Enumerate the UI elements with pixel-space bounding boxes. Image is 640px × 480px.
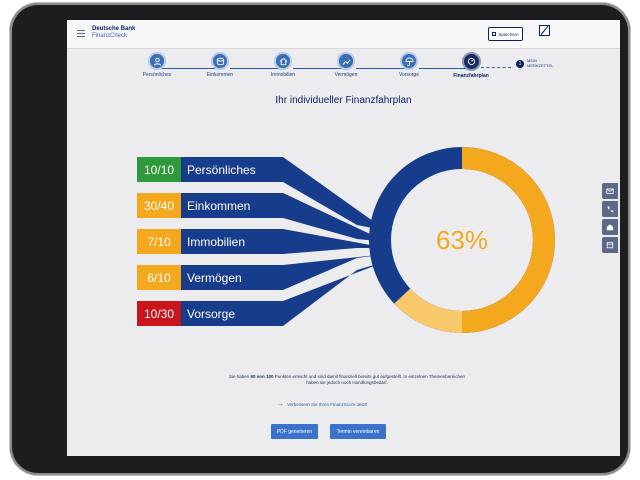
score-label: Einkommen xyxy=(181,193,283,218)
calendar-icon xyxy=(606,242,614,249)
progress-steps: Persönliches Einkommen Immobilien Vermög… xyxy=(67,48,620,98)
step-connector xyxy=(230,68,283,69)
brand-product: FinanzCheck xyxy=(92,33,128,39)
top-bar: Deutsche Bank FinanzCheck Speichern xyxy=(67,20,620,49)
app-screen: Deutsche Bank FinanzCheck Speichern Pers… xyxy=(67,20,620,456)
summary-text: Sie haben 60 von 100 Punkten erreicht un… xyxy=(227,374,467,386)
donut-score-segment xyxy=(461,147,555,333)
phone-button[interactable] xyxy=(602,201,618,217)
home-button[interactable] xyxy=(602,219,618,235)
step-label: Immobilien xyxy=(270,72,296,78)
donut-light-segment xyxy=(394,288,463,333)
score-value: 10/30 xyxy=(137,301,181,326)
merkzettel-label: MEIN MERKZETTEL xyxy=(527,58,554,68)
summary-points: 60 von 100 xyxy=(250,374,274,379)
save-icon xyxy=(492,32,497,36)
calendar-button[interactable] xyxy=(602,237,618,253)
score-label: Persönliches xyxy=(181,157,283,182)
ribbon-einkommen xyxy=(283,193,387,242)
score-value: 30/40 xyxy=(137,193,181,218)
arrow-right-icon: → xyxy=(277,401,284,408)
step-connector xyxy=(161,68,220,69)
step-label: Finanzfahrplan xyxy=(453,73,489,79)
coins-icon xyxy=(216,57,224,65)
mail-icon xyxy=(606,188,614,194)
step-persoenliches[interactable]: Persönliches xyxy=(127,52,187,78)
home-icon xyxy=(606,224,614,231)
step-connector xyxy=(356,68,409,69)
house-icon xyxy=(279,57,287,65)
page-title: Ihr individueller Finanzfahrplan xyxy=(275,95,412,106)
step-label: Einkommen xyxy=(206,72,234,78)
improve-link-label: Verbessern Sie Ihren FinanzScore Jetzt! xyxy=(287,402,368,407)
step-connector xyxy=(293,68,346,69)
score-row-einkommen: 30/40 Einkommen xyxy=(137,193,283,218)
step-label: Persönliches xyxy=(142,72,172,78)
step-connector xyxy=(419,68,472,69)
brand: Deutsche Bank FinanzCheck xyxy=(92,26,135,40)
step-label: Vorsorge xyxy=(398,72,419,78)
step-vorsorge[interactable]: Vorsorge xyxy=(379,52,439,78)
ribbon-persoenliches xyxy=(283,157,387,231)
score-label: Vorsorge xyxy=(181,301,283,326)
score-row-immobilien: 7/10 Immobilien xyxy=(137,229,283,254)
menu-icon[interactable] xyxy=(77,30,85,37)
merkzettel-link[interactable]: 1 MEIN MERKZETTEL xyxy=(516,58,554,68)
save-button[interactable]: Speichern xyxy=(488,27,523,41)
tablet-frame: Deutsche Bank FinanzCheck Speichern Pers… xyxy=(10,3,630,475)
score-label: Vermögen xyxy=(181,265,283,290)
step-immobilien[interactable]: Immobilien xyxy=(253,52,313,78)
deutsche-bank-logo xyxy=(539,25,550,36)
step-connector xyxy=(481,67,511,68)
ribbon-vermoegen xyxy=(283,254,387,290)
phone-icon xyxy=(607,206,614,213)
ribbon-immobilien xyxy=(283,229,387,254)
step-einkommen[interactable]: Einkommen xyxy=(190,52,250,78)
donut-percent: 63% xyxy=(436,225,488,255)
umbrella-icon xyxy=(404,56,414,66)
finance-score-chart: 10/10 Persönliches 30/40 Einkommen 7/10 … xyxy=(67,130,620,350)
appointment-button[interactable]: Termin vereinbaren xyxy=(330,424,386,439)
merkzettel-count: 1 xyxy=(516,59,524,68)
connector-ribbons xyxy=(283,157,387,326)
score-row-vermoegen: 6/10 Vermögen xyxy=(137,265,283,290)
brand-name: Deutsche Bank xyxy=(92,26,136,32)
step-finanzfahrplan[interactable]: Finanzfahrplan xyxy=(441,52,501,79)
score-value: 7/10 xyxy=(137,229,181,254)
improve-score-link[interactable]: → Verbessern Sie Ihren FinanzScore Jetzt… xyxy=(277,401,368,408)
side-toolbar xyxy=(602,183,618,255)
summary-part1: Sie haben xyxy=(228,374,251,379)
chart-icon xyxy=(342,58,350,65)
mail-button[interactable] xyxy=(602,183,618,199)
save-button-label: Speichern xyxy=(498,31,519,37)
summary-part2: Punkten erreicht und sind damit finanzie… xyxy=(273,374,466,385)
score-value: 10/10 xyxy=(137,157,181,182)
score-value: 6/10 xyxy=(137,265,181,290)
step-vermoegen[interactable]: Vermögen xyxy=(316,52,376,78)
score-donut: 63% xyxy=(369,147,555,333)
step-label: Vermögen xyxy=(334,72,358,78)
gauge-icon xyxy=(467,57,475,66)
score-row-vorsorge: 10/30 Vorsorge xyxy=(137,301,283,326)
generate-pdf-button[interactable]: PDF generieren xyxy=(271,424,318,439)
score-row-persoenliches: 10/10 Persönliches xyxy=(137,157,283,182)
ribbon-vorsorge xyxy=(283,261,387,326)
person-icon xyxy=(153,57,161,66)
score-label: Immobilien xyxy=(181,229,283,254)
